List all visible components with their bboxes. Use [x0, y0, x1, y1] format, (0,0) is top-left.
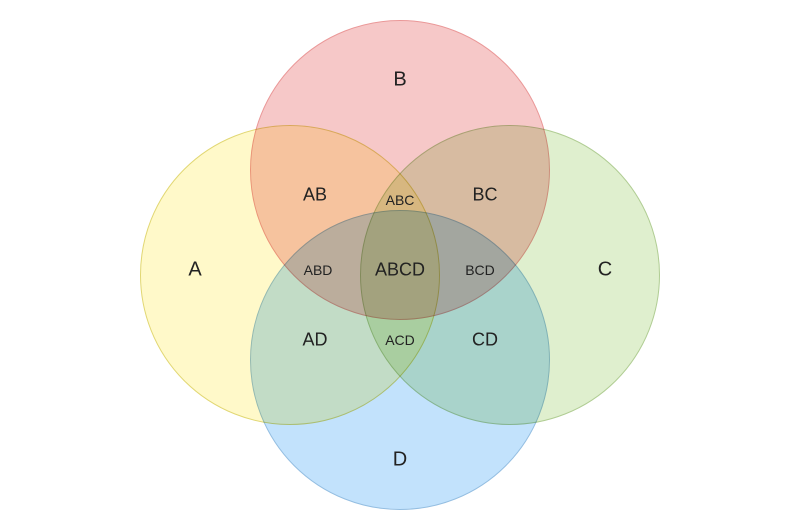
label-acd: ACD [385, 332, 415, 348]
label-abc: ABC [386, 192, 415, 208]
label-b: B [393, 69, 406, 92]
label-c: C [598, 259, 612, 282]
label-cd: CD [472, 330, 498, 351]
label-a: A [188, 259, 201, 282]
venn-diagram: A B C D AB BC AD CD ABC ABD ACD BCD ABCD [0, 0, 800, 510]
label-abd: ABD [304, 262, 333, 278]
label-bcd: BCD [465, 262, 495, 278]
label-abcd: ABCD [375, 260, 425, 281]
label-d: D [393, 449, 407, 472]
label-ad: AD [302, 330, 327, 351]
label-ab: AB [303, 185, 327, 206]
label-bc: BC [472, 185, 497, 206]
